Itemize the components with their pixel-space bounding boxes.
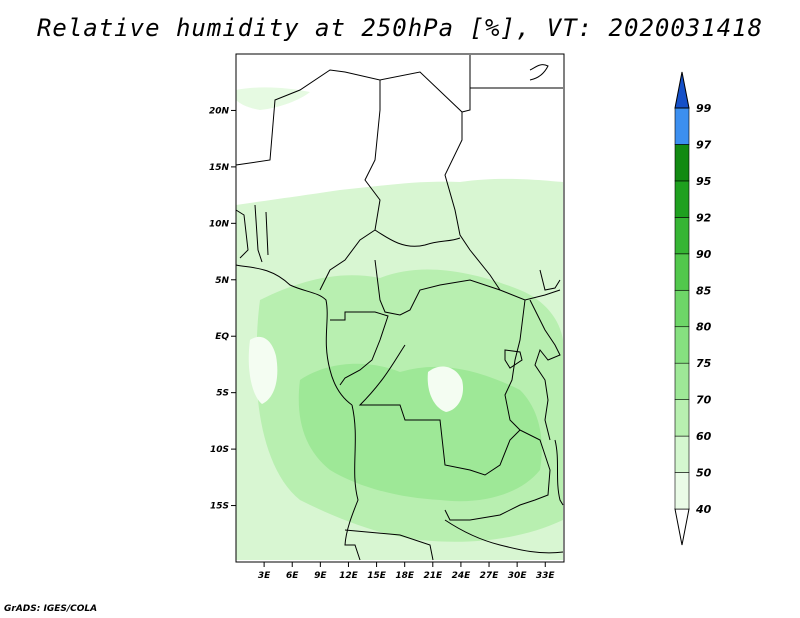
lat-tick-label: 5S: [216, 389, 229, 399]
lon-tick-label: 18E: [395, 571, 415, 581]
lat-tick-label: 15S: [210, 502, 229, 512]
colorbar-segment: [674, 253, 690, 291]
border-line: [504, 349, 523, 369]
border-line: [379, 71, 501, 291]
border-line: [235, 69, 381, 291]
lon-tick-label: 9E: [314, 571, 327, 581]
colorbar-label: 85: [696, 284, 712, 297]
lat-tick-label: EQ: [215, 332, 229, 342]
colorbar-segment: [674, 399, 690, 437]
lat-tick-label: 15N: [209, 163, 230, 173]
border-line: [330, 311, 389, 386]
colorbar-segment: [674, 472, 690, 510]
map-title: Relative humidity at 250hPa [%], VT: 202…: [36, 14, 764, 42]
border-line: [529, 299, 561, 441]
lon-tick-label: 15E: [367, 571, 387, 581]
longitude-axis: 3E 6E 9E 12E 15E 18E 21E 24E 27E 30E 33E: [258, 562, 556, 581]
border-line: [358, 344, 551, 521]
border-line: [504, 299, 526, 431]
border-line: [344, 404, 361, 561]
colorbar-label: 92: [696, 211, 712, 224]
lat-tick-label: 5N: [215, 276, 229, 286]
colorbar-label: 97: [696, 138, 712, 151]
colorbar-segment: [674, 326, 690, 364]
colorbar-label: 75: [696, 357, 712, 370]
colorbar-segment: [674, 180, 690, 218]
border-line: [254, 204, 263, 263]
border-line: [235, 209, 249, 259]
lat-tick-label: 20N: [209, 106, 230, 116]
colorbar-label: 70: [696, 394, 712, 407]
lon-tick-label: 3E: [258, 571, 271, 581]
colorbar-label: 90: [696, 248, 712, 261]
colorbar-label: 60: [696, 430, 712, 443]
lon-tick-label: 21E: [423, 571, 443, 581]
colorbar-arrow-bottom: [674, 508, 690, 546]
humidity-field-moist: [298, 363, 542, 502]
border-line: [374, 259, 561, 316]
colorbar-label: 40: [695, 503, 712, 516]
humidity-field-dry-pocket-2: [427, 366, 464, 412]
latitude-axis: 20N 15N 10N 5N EQ 5S 10S 15S: [209, 106, 236, 512]
lon-tick-label: 12E: [339, 571, 359, 581]
humidity-shading: [236, 87, 563, 560]
country-borders: [235, 55, 564, 561]
lat-tick-label: 10S: [210, 445, 229, 455]
border-line: [265, 211, 269, 256]
colorbar-segment: [674, 217, 690, 255]
border-line: [529, 64, 549, 81]
border-line: [444, 519, 564, 554]
lon-tick-label: 6E: [286, 571, 299, 581]
lon-tick-label: 24E: [452, 571, 472, 581]
border-line: [235, 264, 353, 406]
humidity-field-dry-pocket: [248, 336, 278, 404]
border-line: [374, 229, 461, 247]
border-line: [539, 269, 561, 291]
colorbar-label: 99: [696, 102, 712, 115]
lat-tick-label: 10N: [209, 219, 230, 229]
colorbar-segment: [674, 144, 690, 182]
colorbar-segment: [674, 435, 690, 473]
lon-tick-label: 30E: [508, 571, 528, 581]
border-line: [554, 439, 564, 506]
map-frame: [235, 53, 565, 563]
colorbar-segment: [674, 107, 690, 145]
colorbar-arrow-top: [674, 71, 690, 109]
border-line: [461, 55, 471, 113]
colorbar-segment: [674, 362, 690, 400]
grads-credit: GrADS: IGES/COLA: [4, 604, 98, 614]
colorbar-segment: [674, 289, 690, 328]
border-line: [344, 529, 434, 561]
lon-tick-label: 27E: [480, 571, 500, 581]
colorbar-label: 80: [696, 321, 712, 334]
colorbar-label: 50: [696, 467, 712, 480]
colorbar: 40 50 60 70 75 80 85 90 92 95 97 99: [674, 71, 712, 546]
colorbar-label: 95: [696, 175, 712, 188]
humidity-map: 20N 15N 10N 5N EQ 5S 10S 15S 3E 6E 9E 12E 15E 18E 21E…: [209, 53, 712, 581]
lon-tick-label: 33E: [536, 571, 556, 581]
